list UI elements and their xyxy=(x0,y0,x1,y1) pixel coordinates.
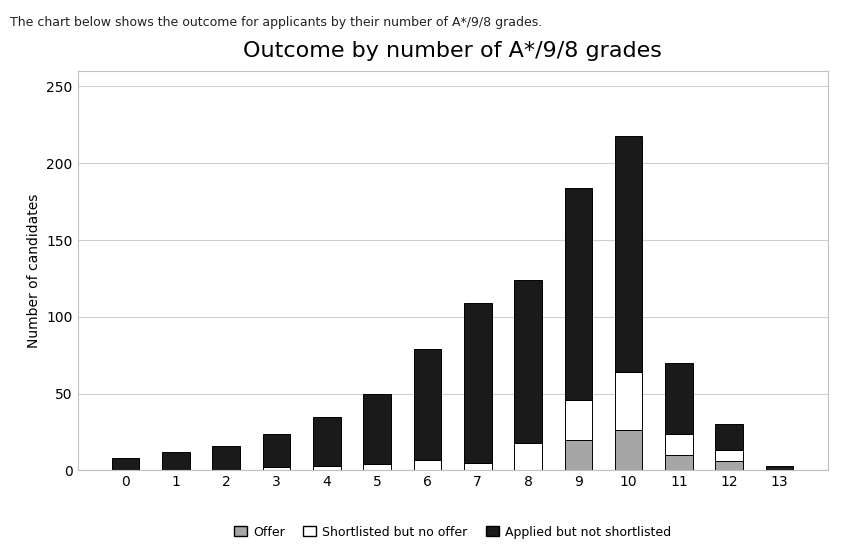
Bar xyxy=(112,458,139,470)
Y-axis label: Number of candidates: Number of candidates xyxy=(27,194,40,348)
Bar xyxy=(362,394,390,464)
Bar xyxy=(263,467,290,470)
Bar xyxy=(715,461,742,470)
Bar xyxy=(263,434,290,467)
Bar xyxy=(564,400,592,440)
Bar xyxy=(514,443,542,470)
Bar xyxy=(665,455,692,470)
Title: Outcome by number of A*/9/8 grades: Outcome by number of A*/9/8 grades xyxy=(243,41,661,61)
Bar xyxy=(514,280,542,443)
Bar xyxy=(564,188,592,400)
Bar xyxy=(614,372,641,430)
Bar xyxy=(614,430,641,470)
Bar xyxy=(614,136,641,372)
Bar xyxy=(313,417,340,466)
Bar xyxy=(413,459,441,470)
Bar xyxy=(715,451,742,461)
Legend: Offer, Shortlisted but no offer, Applied but not shortlisted: Offer, Shortlisted but no offer, Applied… xyxy=(229,521,675,544)
Bar xyxy=(765,466,792,470)
Bar xyxy=(463,463,491,470)
Bar xyxy=(715,424,742,451)
Bar xyxy=(162,452,189,470)
Bar xyxy=(362,464,390,470)
Bar xyxy=(665,434,692,455)
Bar xyxy=(564,440,592,470)
Bar xyxy=(413,349,441,459)
Bar xyxy=(665,363,692,434)
Text: The chart below shows the outcome for applicants by their number of A*/9/8 grade: The chart below shows the outcome for ap… xyxy=(10,16,542,30)
Bar xyxy=(463,303,491,463)
Bar xyxy=(313,466,340,470)
Bar xyxy=(212,446,239,470)
